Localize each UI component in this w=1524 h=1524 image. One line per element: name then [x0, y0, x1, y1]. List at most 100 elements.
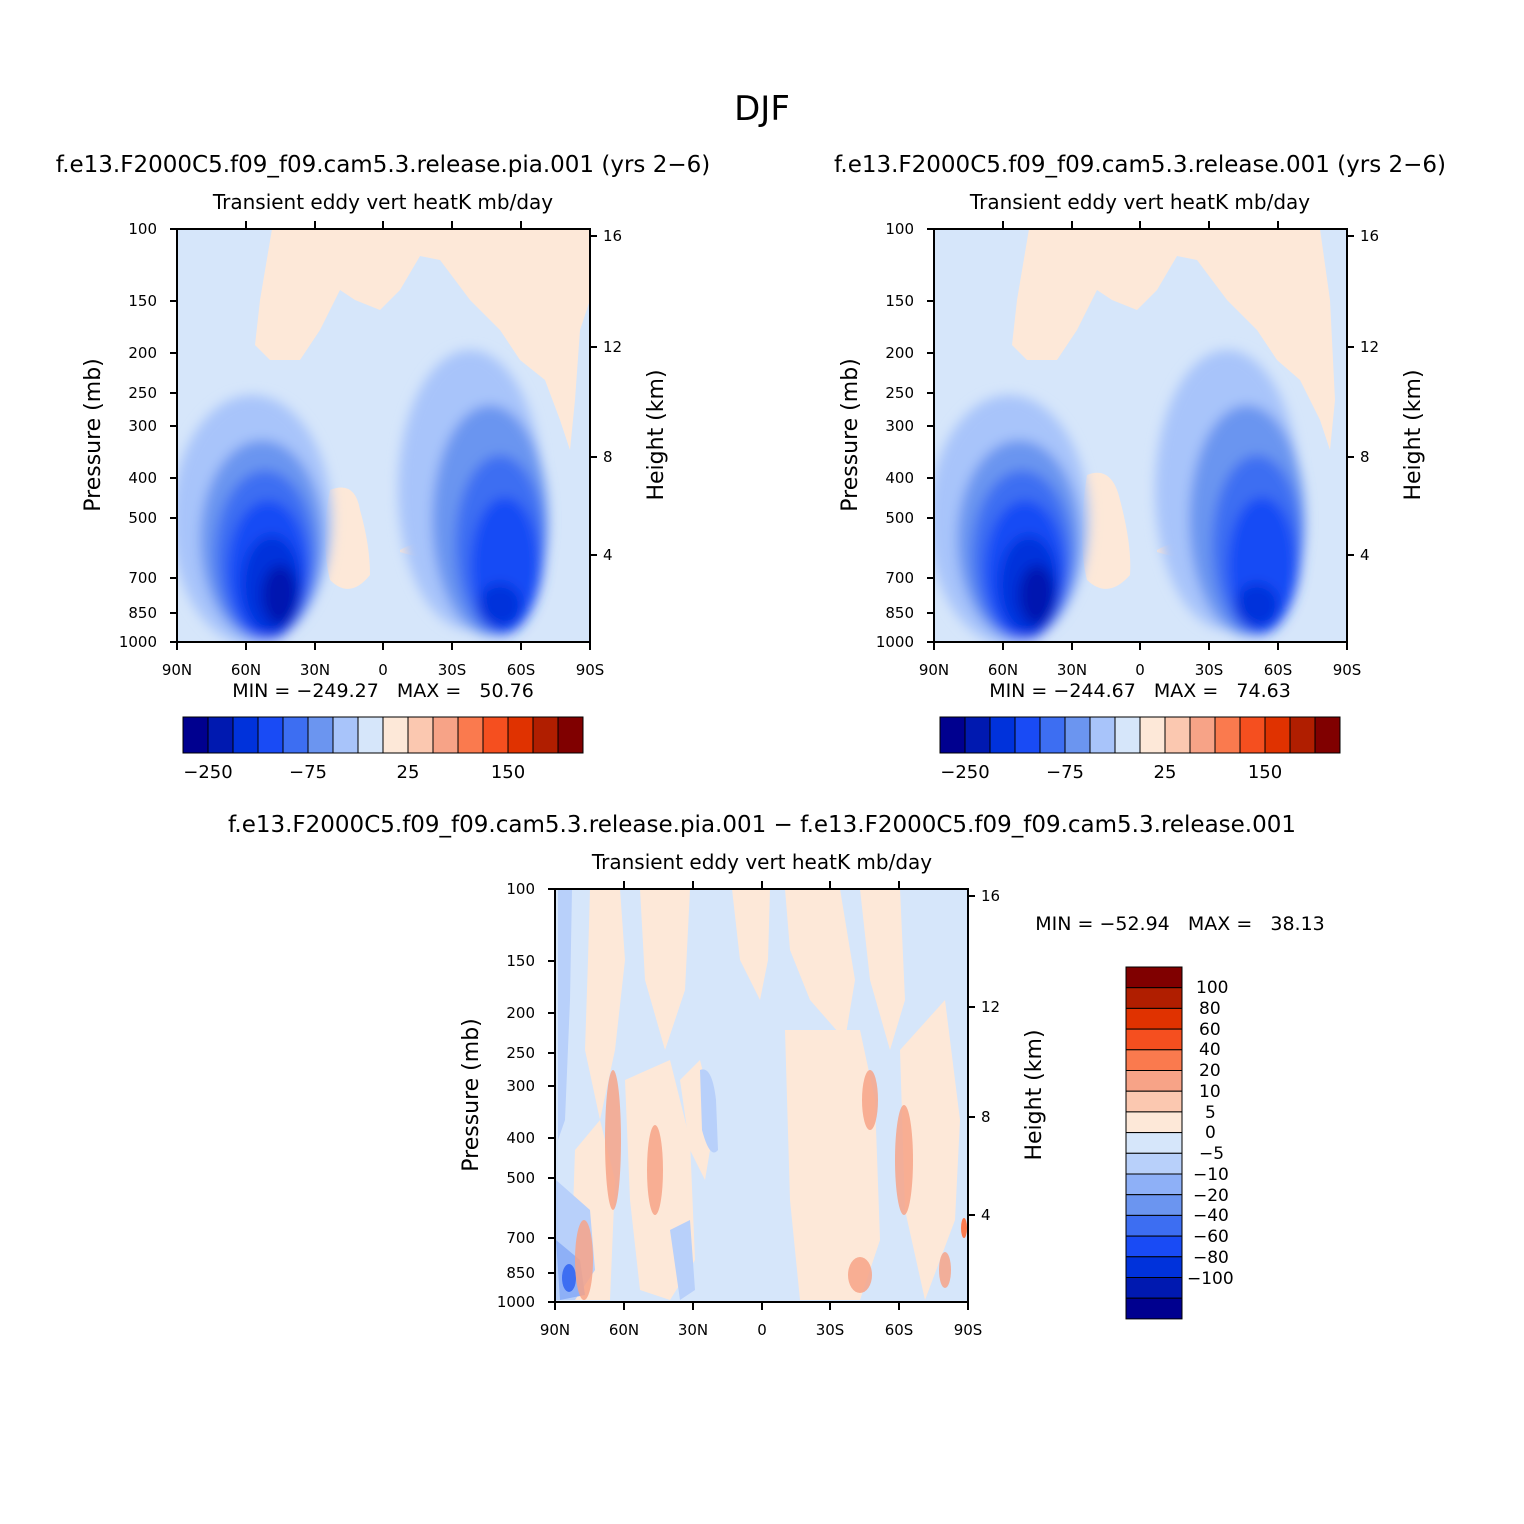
- panel-a: f.e13.F2000C5.f09_f09.cam5.3.release.pia…: [56, 152, 710, 783]
- panel-b-title: f.e13.F2000C5.f09_f09.cam5.3.release.001…: [834, 152, 1446, 178]
- panel-c-ytick: 100: [506, 880, 535, 898]
- panel-a-ylabel-right: Height (km): [644, 369, 669, 500]
- panel-a-xtick: 30N: [300, 661, 330, 679]
- colorbar-swatch: [482, 716, 509, 754]
- colorbar-swatch: [1064, 716, 1091, 754]
- panel-b-ytick-right: 16: [1360, 227, 1379, 245]
- panel-c-axes: 100 150 200 250 300 400 500 700 850 1000…: [459, 880, 1047, 1339]
- panel-a-ytick: 850: [128, 604, 157, 622]
- panel-b-minmax: MIN = −244.67 MAX = 74.63: [989, 680, 1291, 702]
- colorbar-swatch: [382, 716, 409, 754]
- panel-b-ytick: 150: [885, 292, 914, 310]
- colorbar-swatch: [282, 716, 309, 754]
- colorbar-swatch: [1125, 1049, 1183, 1072]
- panel-c-ylabel: Pressure (mb): [459, 1018, 484, 1172]
- colorbar-swatch: [1125, 1007, 1183, 1030]
- panel-c-cbar-label: 80: [1199, 999, 1221, 1019]
- colorbar-swatch: [1114, 716, 1141, 754]
- panel-c-colorbar-boxes: [1125, 966, 1183, 1320]
- panel-c-ytick: 850: [506, 1264, 535, 1282]
- panel-c-cbar-label: 20: [1199, 1061, 1221, 1081]
- panel-c-cbar-label: −60: [1193, 1227, 1229, 1247]
- colorbar-swatch: [1125, 1132, 1183, 1154]
- colorbar-swatch: [1125, 966, 1183, 989]
- panel-c-xtick: 30N: [678, 1321, 708, 1339]
- colorbar-swatch: [1239, 716, 1266, 754]
- colorbar-swatch: [964, 716, 991, 754]
- colorbar-swatch: [207, 716, 234, 754]
- panel-a-ytick: 700: [128, 569, 157, 587]
- panel-a-ytick: 100: [128, 220, 157, 238]
- panel-b-ytick: 1000: [876, 633, 914, 651]
- panel-a-xtick: 90N: [162, 661, 192, 679]
- panel-a-ytick: 400: [128, 469, 157, 487]
- panel-b-ytick: 250: [885, 384, 914, 402]
- colorbar-swatch: [407, 716, 434, 754]
- colorbar-swatch: [1039, 716, 1066, 754]
- panel-c-ytick-right: 4: [981, 1206, 991, 1224]
- panel-a-cbar-label: 150: [491, 762, 525, 783]
- panel-a-field: [177, 229, 590, 642]
- panel-b-xtick: 30S: [1195, 661, 1224, 679]
- panel-c-cbar-label: −80: [1193, 1248, 1229, 1268]
- panel-a-ytick: 150: [128, 292, 157, 310]
- panel-b-cbar-label: −250: [940, 762, 989, 783]
- colorbar-swatch: [1314, 716, 1341, 754]
- colorbar-swatch: [1125, 1028, 1183, 1051]
- panel-c-minmax: MIN = −52.94 MAX = 38.13: [1035, 913, 1325, 935]
- panel-b-subtitle: Transient eddy vert heatK mb/day: [969, 190, 1310, 214]
- panel-c-cbar-label: 60: [1199, 1020, 1221, 1040]
- panel-b-ytick: 200: [885, 344, 914, 362]
- colorbar-swatch: [1014, 716, 1041, 754]
- panel-a-ytick-right: 12: [603, 338, 622, 356]
- colorbar-swatch: [457, 716, 484, 754]
- colorbar-swatch: [357, 716, 384, 754]
- panel-c-xtick: 60S: [885, 1321, 914, 1339]
- panel-c-cbar-label: 10: [1199, 1082, 1221, 1102]
- panel-b-ytick: 400: [885, 469, 914, 487]
- panel-a-positive-blob: [325, 487, 370, 589]
- panel-a-ytick-right: 16: [603, 227, 622, 245]
- colorbar-swatch: [1125, 1277, 1183, 1299]
- colorbar-swatch: [1125, 1070, 1183, 1092]
- panel-c-ytick: 200: [506, 1004, 535, 1022]
- panel-c-xtick: 0: [757, 1321, 767, 1339]
- panel-a-ytick: 200: [128, 344, 157, 362]
- panel-b-ytick: 300: [885, 417, 914, 435]
- panel-c-field: [555, 889, 968, 1302]
- colorbar-swatch: [1089, 716, 1116, 754]
- panel-b-cbar-label: −75: [1046, 762, 1084, 783]
- panel-b-ytick-right: 12: [1360, 338, 1379, 356]
- colorbar-swatch: [232, 716, 259, 754]
- colorbar-swatch: [1289, 716, 1316, 754]
- panel-a-ytick: 500: [128, 509, 157, 527]
- panel-c-ytick: 300: [506, 1077, 535, 1095]
- panel-c-colorbar: 100 80 60 40 20 10 5 0 −5 −10 −20 −40 −6…: [1125, 966, 1234, 1320]
- panel-c-subtitle: Transient eddy vert heatK mb/day: [591, 850, 932, 874]
- colorbar-swatch: [1125, 1173, 1183, 1196]
- panel-c-xtick: 90N: [540, 1321, 570, 1339]
- panel-a-cbar-label: −75: [289, 762, 327, 783]
- panel-a-colorbar-boxes: [182, 716, 584, 754]
- colorbar-swatch: [1125, 1297, 1183, 1320]
- panel-b-positive-upper: [1012, 229, 1335, 450]
- colorbar-swatch: [1125, 1111, 1183, 1134]
- panel-b-ytick-right: 4: [1360, 546, 1370, 564]
- colorbar-swatch: [1214, 716, 1241, 754]
- colorbar-swatch: [1125, 987, 1183, 1009]
- colorbar-swatch: [307, 716, 334, 754]
- panel-b-colorbar: −250 −75 25 150: [939, 716, 1341, 783]
- panel-b-xtick: 0: [1135, 661, 1145, 679]
- panel-c-ytick: 500: [506, 1169, 535, 1187]
- panel-b-xtick: 60N: [988, 661, 1018, 679]
- panel-c-cbar-label: −5: [1199, 1144, 1224, 1164]
- panel-c: f.e13.F2000C5.f09_f09.cam5.3.release.pia…: [228, 812, 1325, 1339]
- panel-b-axes: 100 150 200 250 300 400 500 700 850 1000…: [838, 220, 1426, 679]
- panel-c-ytick-right: 16: [981, 887, 1000, 905]
- panel-b-ylabel: Pressure (mb): [838, 358, 863, 512]
- panel-c-cbar-label: 0: [1205, 1123, 1216, 1143]
- colorbar-swatch: [257, 716, 284, 754]
- panel-b-colorbar-boxes: [939, 716, 1341, 754]
- colorbar-swatch: [1125, 1152, 1183, 1175]
